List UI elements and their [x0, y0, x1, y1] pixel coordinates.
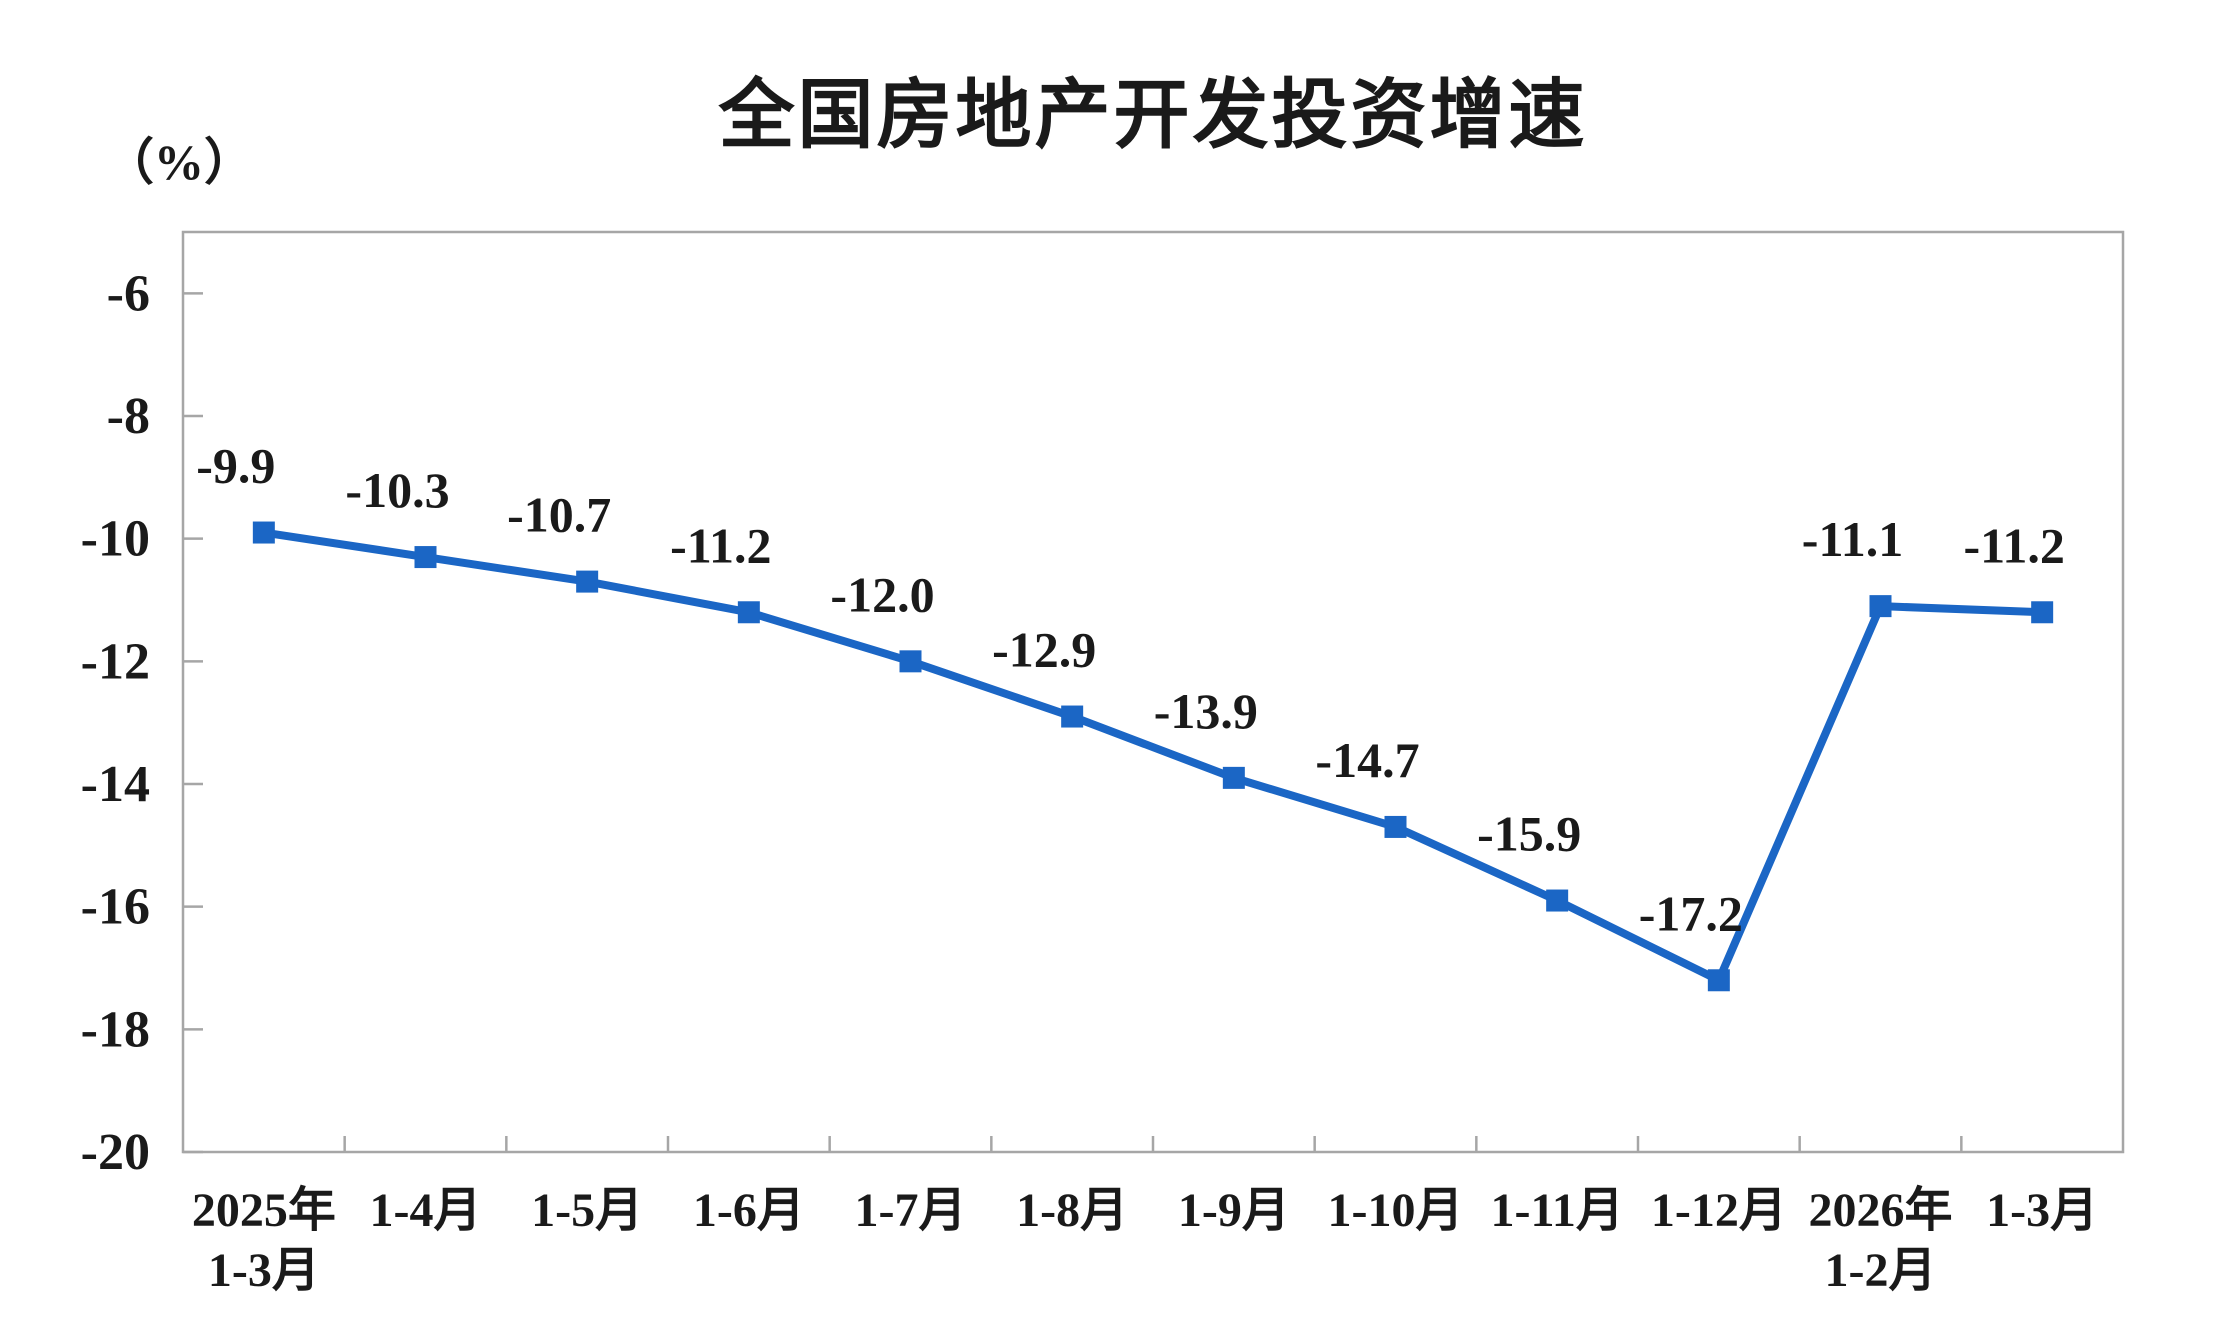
x-tick-label: 2026年 1-2月	[1808, 1184, 1952, 1297]
data-label: -13.9	[1154, 683, 1258, 739]
y-axis-ticks	[183, 292, 203, 1154]
data-labels: -9.9 -10.3 -10.7 -11.2 -12.0 -12.9 -13.9 -14.7 -…	[196, 438, 2065, 942]
x-tick-label: 1-9月	[1178, 1184, 1290, 1237]
y-tick-label: -12	[81, 633, 150, 690]
data-label: -10.3	[345, 462, 449, 518]
data-label: -17.2	[1639, 885, 1743, 941]
data-label: -15.9	[1477, 806, 1581, 862]
y-tick-label: -16	[81, 879, 150, 936]
y-tick-label: -18	[81, 1001, 150, 1058]
data-point-marker	[899, 650, 922, 673]
data-point-marker	[1222, 766, 1245, 789]
series-line	[259, 528, 2047, 985]
y-tick-label: -10	[81, 511, 150, 568]
x-tick-label: 1-8月	[1016, 1184, 1128, 1237]
series-markers	[252, 521, 2054, 992]
x-tick-label: 1-10月	[1328, 1184, 1464, 1237]
x-tick-label: 1-5月	[531, 1184, 643, 1237]
data-point-marker	[1707, 969, 1730, 992]
data-point-marker	[1061, 705, 1084, 728]
x-axis-category-labels: 2025年 1-3月 1-4月 1-5月 1-6月 1-7月 1-8月 1-9月 1-10月 1-…	[192, 1184, 2098, 1297]
data-label: -14.7	[1315, 732, 1419, 788]
data-point-marker	[1384, 815, 1407, 838]
data-point-marker	[252, 521, 275, 544]
y-tick-label: -6	[107, 265, 150, 322]
data-point-marker	[576, 570, 599, 593]
data-label: -12.9	[992, 622, 1096, 678]
x-tick-label: 1-6月	[693, 1184, 805, 1237]
data-label: -10.7	[507, 487, 611, 543]
x-axis-ticks	[343, 1136, 1963, 1152]
data-point-marker	[2031, 601, 2054, 624]
data-point-marker	[414, 546, 437, 569]
x-tick-label: 1-11月	[1490, 1184, 1623, 1237]
data-label: -12.0	[830, 566, 934, 622]
data-point-marker	[1869, 595, 1892, 618]
x-tick-label: 2025年 1-3月	[192, 1184, 336, 1297]
data-label: -9.9	[196, 438, 275, 494]
data-point-marker	[737, 601, 760, 624]
x-tick-label: 1-4月	[370, 1184, 482, 1237]
y-axis-unit-label: （%）	[104, 134, 254, 190]
y-axis-tick-labels: -6 -8 -10 -12 -14 -16 -18 -20	[81, 265, 150, 1181]
data-label: -11.1	[1802, 511, 1903, 567]
y-tick-label: -8	[107, 388, 150, 445]
y-tick-label: -14	[81, 756, 150, 813]
data-point-marker	[1546, 889, 1569, 912]
data-label: -11.2	[1963, 517, 2064, 573]
y-tick-label: -20	[81, 1124, 150, 1181]
x-tick-label: 1-12月	[1651, 1184, 1787, 1237]
chart-title: 全国房地产开发投资增速	[718, 73, 1588, 158]
data-label: -11.2	[670, 517, 771, 573]
x-tick-label: 1-3月	[1986, 1184, 2098, 1237]
x-tick-label: 1-7月	[855, 1184, 967, 1237]
